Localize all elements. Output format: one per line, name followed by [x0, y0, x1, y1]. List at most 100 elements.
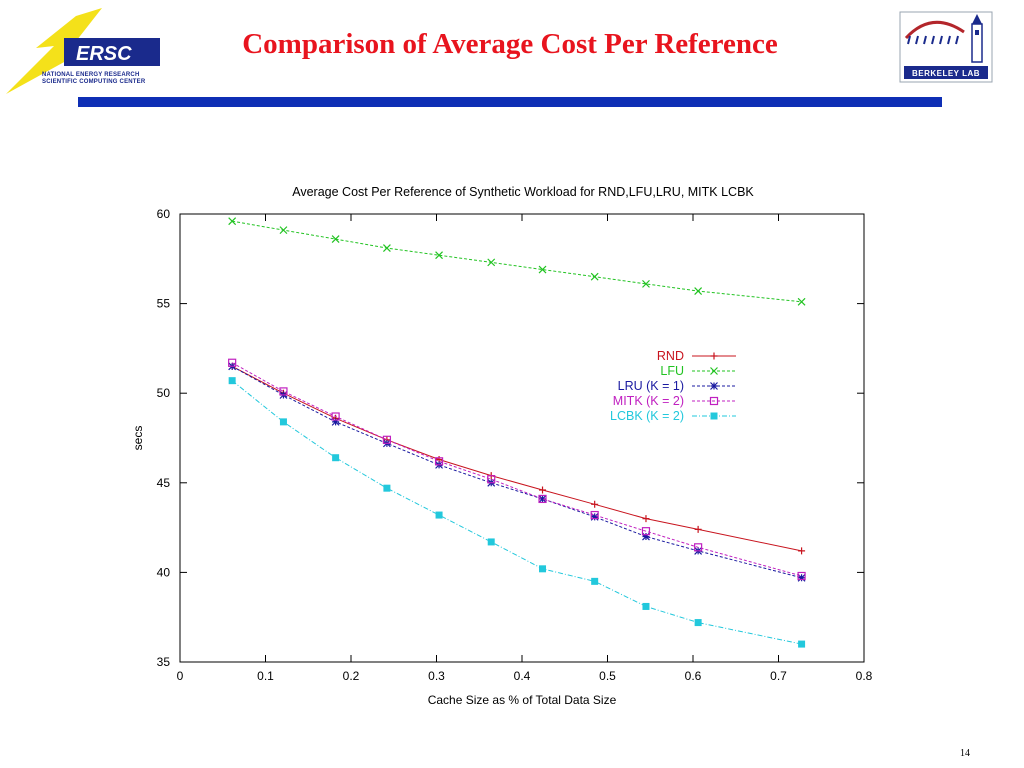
legend-label-lcbk-k-2: LCBK (K = 2)	[610, 409, 684, 423]
x-tick-label: 0.5	[599, 669, 616, 683]
header-bar	[78, 97, 942, 107]
data-point-lcbk-k-2	[694, 619, 702, 627]
series-layer	[228, 217, 806, 648]
nersc-logo-text: ERSC	[76, 43, 132, 65]
x-tick-label: 0.2	[343, 669, 360, 683]
nersc-subtitle-line1: NATIONAL ENERGY RESEARCH	[42, 72, 140, 78]
data-point-lcbk-k-2	[383, 484, 391, 492]
lab-arc-icon	[904, 20, 965, 40]
data-point-rnd	[694, 525, 702, 533]
series-line-rnd	[231, 365, 802, 552]
berkeley-lab-logo: BERKELEY LAB	[899, 11, 993, 83]
series-lru-k-1	[228, 362, 806, 582]
data-point-lfu	[538, 265, 547, 274]
x-tick-label: 0.3	[428, 669, 445, 683]
data-point-mitk-k-2	[228, 358, 237, 367]
x-tick-label: 0.1	[257, 669, 274, 683]
y-tick-label: 55	[157, 297, 171, 311]
page-number: 14	[960, 748, 970, 759]
legend-marker-mitk-k-2	[709, 396, 719, 406]
data-point-rnd	[539, 486, 547, 494]
x-tick-label: 0.6	[685, 669, 702, 683]
y-tick-label: 50	[157, 386, 171, 400]
legend-label-mitk-k-2: MITK (K = 2)	[613, 394, 684, 408]
legend-label-lfu: LFU	[660, 364, 684, 378]
data-point-lfu	[487, 258, 496, 267]
data-point-mitk-k-2	[331, 412, 340, 421]
y-axis-label: secs	[131, 426, 145, 451]
data-point-mitk-k-2	[382, 435, 392, 444]
x-tick-label: 0.8	[856, 669, 873, 683]
data-point-mitk-k-2	[694, 543, 703, 552]
colonnade-icon	[907, 35, 959, 45]
series-lfu	[228, 217, 806, 306]
y-tick-label: 40	[157, 565, 171, 579]
data-point-lcbk-k-2	[487, 538, 495, 546]
x-tick-label: 0.4	[514, 669, 531, 683]
data-point-lfu	[331, 235, 340, 244]
legend-marker-rnd	[710, 352, 718, 360]
data-point-lfu	[228, 217, 237, 226]
data-point-lru-k-1	[538, 495, 547, 503]
campanile-tower-icon	[971, 14, 983, 63]
data-point-lru-k-1	[590, 512, 599, 521]
y-tick-label: 45	[157, 476, 171, 490]
data-point-lcbk-k-2	[279, 418, 287, 426]
series-line-lcbk-k-2	[231, 380, 802, 645]
legend-marker-lru-k-1	[710, 382, 718, 390]
data-point-mitk-k-2	[279, 387, 288, 396]
nersc-logo-box	[64, 38, 160, 66]
data-point-lru-k-1	[331, 417, 340, 426]
data-point-lfu	[382, 244, 391, 252]
legend-marker-lfu	[710, 367, 718, 375]
data-point-lfu	[435, 251, 443, 260]
data-point-lru-k-1	[797, 573, 806, 582]
cost-per-reference-chart: Average Cost Per Reference of Synthetic …	[131, 185, 873, 707]
series-lcbk-k-2	[228, 377, 806, 648]
series-rnd	[228, 362, 806, 555]
data-point-lcbk-k-2	[539, 565, 547, 573]
data-point-mitk-k-2	[538, 494, 547, 504]
nersc-subtitle-line2: SCIENTIFIC COMPUTING CENTER	[42, 79, 146, 85]
data-point-rnd	[591, 500, 599, 508]
legend-marker-lcbk-k-2	[710, 412, 718, 420]
data-point-lfu	[694, 287, 703, 295]
data-point-lcbk-k-2	[798, 640, 806, 648]
series-line-mitk-k-2	[231, 362, 802, 577]
data-point-lfu	[797, 297, 806, 306]
data-point-mitk-k-2	[434, 457, 444, 466]
series-mitk-k-2	[228, 358, 806, 581]
data-point-rnd	[642, 515, 650, 523]
nersc-subtitle: NATIONAL ENERGY RESEARCH SCIENTIFIC COMP…	[42, 72, 145, 86]
berkeley-lab-banner	[904, 66, 988, 79]
series-line-lfu	[232, 220, 802, 303]
x-axis-label: Cache Size as % of Total Data Size	[428, 693, 617, 707]
data-point-rnd	[798, 547, 806, 555]
data-point-mitk-k-2	[797, 571, 806, 581]
data-point-mitk-k-2	[590, 510, 599, 520]
data-point-lcbk-k-2	[435, 511, 443, 519]
y-tick-label: 60	[157, 207, 171, 221]
data-point-lcbk-k-2	[228, 377, 236, 385]
data-point-lfu	[590, 272, 599, 281]
chart-title: Average Cost Per Reference of Synthetic …	[292, 185, 754, 199]
legend-label-rnd: RND	[657, 349, 684, 363]
lightning-bolt-icon	[6, 8, 102, 94]
y-tick-label: 35	[157, 655, 171, 669]
data-point-lcbk-k-2	[332, 454, 340, 462]
axis-ticks: 0 0.1 0.2 0.3 0.4 0.5 0.6 0.7 0.8 35 40 45 50 55 60	[157, 207, 873, 683]
series-line-lru-k-1	[231, 365, 802, 579]
data-point-lru-k-1	[642, 532, 650, 541]
data-point-lcbk-k-2	[642, 602, 650, 610]
data-point-lfu	[642, 279, 650, 288]
plot-frame	[179, 213, 865, 663]
data-point-lfu	[279, 226, 288, 235]
data-point-lcbk-k-2	[591, 577, 599, 585]
slide-title: Comparison of Average Cost Per Reference	[242, 28, 778, 60]
x-tick-label: 0	[177, 669, 184, 683]
data-point-mitk-k-2	[487, 475, 496, 484]
berkeley-lab-text: BERKELEY LAB	[912, 69, 980, 78]
legend-label-lru-k-1: LRU (K = 1)	[618, 379, 684, 393]
data-point-mitk-k-2	[641, 527, 651, 536]
